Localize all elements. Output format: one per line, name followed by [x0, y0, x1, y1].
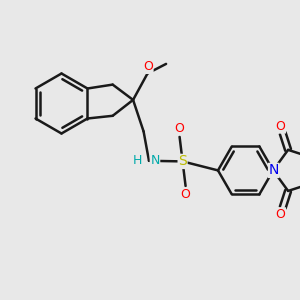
Text: N: N: [268, 164, 279, 177]
Text: N: N: [150, 154, 160, 167]
Text: O: O: [181, 188, 190, 201]
Text: O: O: [143, 60, 153, 74]
Text: O: O: [276, 120, 285, 133]
Text: O: O: [276, 208, 285, 221]
Text: O: O: [175, 122, 184, 135]
Text: H: H: [133, 154, 142, 167]
Text: S: S: [178, 154, 187, 168]
